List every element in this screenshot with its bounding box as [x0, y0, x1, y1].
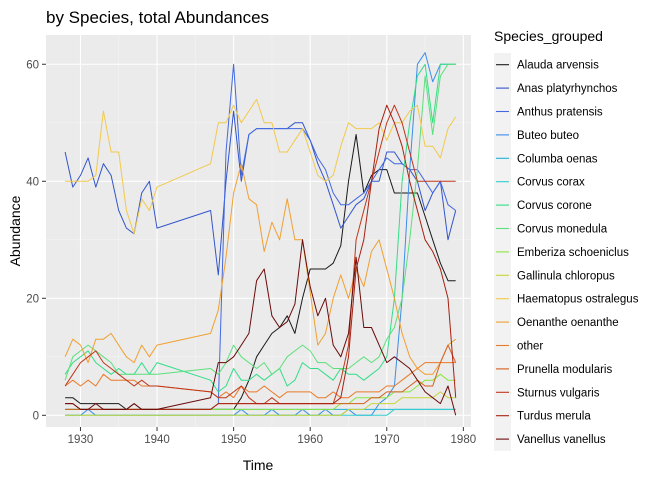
- legend-label: Gallinula chloropus: [517, 270, 615, 282]
- y-axis-title: Abundance: [7, 195, 23, 266]
- legend-label: Columba oenas: [517, 153, 598, 165]
- x-tick-label: 1960: [297, 434, 323, 446]
- series-line-other: [64, 362, 456, 399]
- legend-items: Alauda arvensis Anas platyrhynchos Anthus …: [494, 53, 639, 451]
- x-tick-label: 1930: [68, 434, 94, 446]
- y-tick-label: 20: [26, 293, 39, 305]
- legend-label: Alauda arvensis: [517, 60, 599, 72]
- legend-label: Haematopus ostralegus: [517, 294, 639, 306]
- x-axis-title: Time: [243, 457, 274, 473]
- y-tick-label: 40: [26, 176, 39, 188]
- grid-minor: [46, 35, 471, 427]
- series-line-alauda-arvensis: [65, 134, 456, 410]
- legend-label: Turdus merula: [517, 411, 591, 423]
- legend-label: Sturnus vulgaris: [517, 387, 600, 399]
- legend-label: Anas platyrhynchos: [517, 83, 618, 95]
- legend: Species_grouped Alauda arvensis Anas plat…: [494, 28, 639, 451]
- series-line-vanellus-vanellus: [65, 239, 457, 416]
- x-axis: 1930 1940 1950 1960 1970 1980: [68, 427, 476, 446]
- legend-label: Corvus corone: [517, 200, 592, 212]
- legend-label: Corvus corax: [517, 177, 585, 189]
- legend-label: Prunella modularis: [517, 364, 612, 376]
- legend-label: Vanellus vanellus: [517, 434, 606, 446]
- chart-title: by Species, total Abundances: [46, 8, 269, 27]
- legend-label: Oenanthe oenanthe: [517, 317, 619, 329]
- series-lines: [64, 52, 457, 416]
- plot-panel: [46, 35, 471, 427]
- y-tick-label: 0: [33, 410, 39, 422]
- series-line-gallinula-chloropus: [65, 391, 456, 416]
- x-tick-label: 1950: [221, 434, 247, 446]
- x-tick-label: 1980: [451, 434, 477, 446]
- series-line-corvus-corone: [64, 63, 456, 393]
- legend-label: Anthus pratensis: [517, 107, 603, 119]
- x-tick-label: 1970: [374, 434, 400, 446]
- legend-label: Buteo buteo: [517, 130, 579, 142]
- x-tick-label: 1940: [144, 434, 170, 446]
- series-line-corvus-monedula: [64, 63, 456, 381]
- y-axis: 0 20 40 60: [26, 59, 46, 422]
- series-line-oenanthe-oenanthe: [64, 163, 457, 375]
- legend-label: other: [517, 341, 543, 353]
- legend-label: Emberiza schoeniclus: [517, 247, 629, 259]
- legend-title: Species_grouped: [494, 28, 603, 44]
- legend-label: Corvus monedula: [517, 224, 608, 236]
- y-tick-label: 60: [26, 59, 39, 71]
- series-line-haematopus-ostralegus: [65, 98, 457, 235]
